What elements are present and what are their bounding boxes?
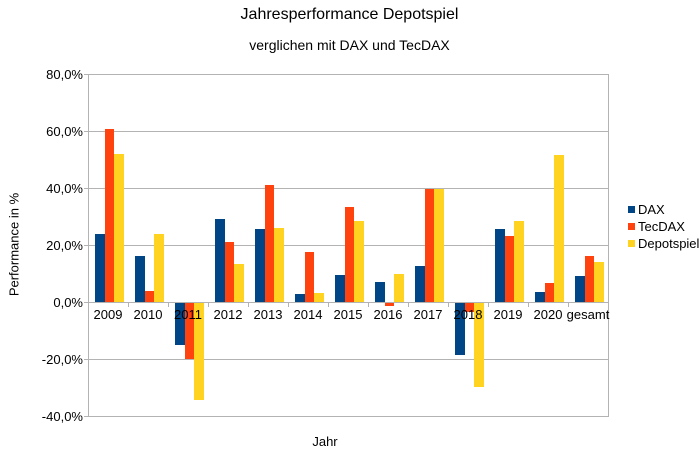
bar-TecDAX-2010 [144,290,154,302]
legend-label-Depotspiel: Depotspiel [638,236,699,251]
x-axis-tick [408,303,409,307]
bar-Depotspiel-2011 [194,303,204,400]
x-axis-tick [568,303,569,307]
chart-title: Jahresperformance Depotspiel [240,6,459,23]
bar-DAX-2017 [415,266,425,302]
bar-TecDAX-2014 [304,252,314,302]
plot-right-border [608,74,609,417]
y-axis-tick [84,302,88,303]
x-tick-label-2018: 2018 [453,307,483,322]
bar-DAX-2019 [495,229,505,302]
x-tick-label-2016: 2016 [373,307,403,322]
y-tick-label: 60,0% [46,124,83,139]
bar-TecDAX-2015 [344,206,354,302]
bar-TecDAX-2020 [544,283,554,302]
x-axis-tick [528,303,529,307]
bar-DAX-2013 [255,229,265,302]
y-axis-tick [84,245,88,246]
gridline-60,0% [88,131,608,132]
bar-TecDAX-2012 [224,242,234,302]
x-tick-label-2014: 2014 [293,307,323,322]
x-tick-label-2012: 2012 [213,307,243,322]
bar-DAX-2018 [455,303,465,356]
x-tick-label-2010: 2010 [133,307,163,322]
gridline-80,0% [88,74,608,75]
bar-TecDAX-2011 [184,303,194,359]
y-axis-title: Performance in % [6,192,22,297]
y-tick-label: 20,0% [46,238,83,253]
legend-swatch-TecDAX [628,223,635,230]
x-axis-tick [168,303,169,307]
bar-DAX-2014 [295,294,305,302]
y-axis-tick [84,74,88,75]
x-axis-tick [448,303,449,307]
x-axis-tick [128,303,129,307]
bar-DAX-2015 [335,274,345,302]
bar-Depotspiel-2020 [554,155,564,302]
bar-TecDAX-2009 [104,128,114,302]
bar-Depotspiel-2010 [154,233,164,302]
x-axis-tick [488,303,489,307]
x-axis-tick [328,303,329,307]
legend-label-DAX: DAX [638,202,665,217]
bar-DAX-gesamt [575,276,585,302]
y-tick-label: -20,0% [41,352,83,367]
x-axis-tick [608,303,609,307]
x-tick-label-2015: 2015 [333,307,363,322]
bar-Depotspiel-2016 [394,273,404,302]
y-axis-tick [84,416,88,417]
y-tick-label: -40,0% [41,409,83,424]
bar-Depotspiel-2013 [274,227,284,302]
chart-subtitle: verglichen mit DAX und TecDAX [249,37,450,53]
x-axis-tick [288,303,289,307]
bar-DAX-2010 [135,256,145,302]
bar-TecDAX-2013 [264,185,274,302]
x-axis-tick [248,303,249,307]
y-tick-label: 0,0% [53,295,83,310]
bar-DAX-2016 [375,282,385,302]
bar-TecDAX-gesamt [584,256,594,302]
y-axis-tick [84,131,88,132]
legend-swatch-Depotspiel [628,240,635,247]
gridline--20,0% [88,359,608,360]
x-tick-label-2011: 2011 [174,307,202,322]
y-tick-label: 80,0% [46,67,83,82]
x-tick-label-gesamt: gesamt [566,307,610,322]
bar-TecDAX-2017 [424,189,434,302]
x-tick-label-2019: 2019 [493,307,523,322]
x-axis-tick [368,303,369,307]
y-tick-label: 40,0% [46,181,83,196]
bar-TecDAX-2019 [504,236,514,302]
bar-Depotspiel-2014 [314,293,324,302]
x-axis-tick [208,303,209,307]
gridline-40,0% [88,188,608,189]
bar-Depotspiel-2018 [474,303,484,388]
x-axis-tick [88,303,89,307]
bar-Depotspiel-2017 [434,188,444,302]
legend-swatch-DAX [628,206,635,213]
bar-DAX-2009 [95,234,105,302]
x-tick-label-2013: 2013 [253,307,283,322]
y-axis-tick [84,359,88,360]
bar-Depotspiel-2009 [114,153,124,302]
bar-DAX-2011 [175,303,185,345]
x-axis-title: Jahr [312,434,338,449]
x-tick-label-2020: 2020 [533,307,563,322]
bar-DAX-2020 [535,292,545,302]
bar-DAX-2012 [215,219,225,302]
bar-TecDAX-2018 [464,303,474,312]
y-axis-tick [84,188,88,189]
bar-TecDAX-2016 [384,303,394,306]
x-tick-label-2017: 2017 [413,307,443,322]
gridline-0,0% [88,302,608,303]
bar-Depotspiel-2019 [514,220,524,302]
bar-Depotspiel-gesamt [594,262,604,302]
legend-label-TecDAX: TecDAX [638,219,685,234]
gridline--40,0% [88,416,608,417]
y-axis-line [88,74,89,417]
x-tick-label-2009: 2009 [93,307,123,322]
bar-Depotspiel-2012 [234,263,244,302]
bar-Depotspiel-2015 [354,221,364,302]
